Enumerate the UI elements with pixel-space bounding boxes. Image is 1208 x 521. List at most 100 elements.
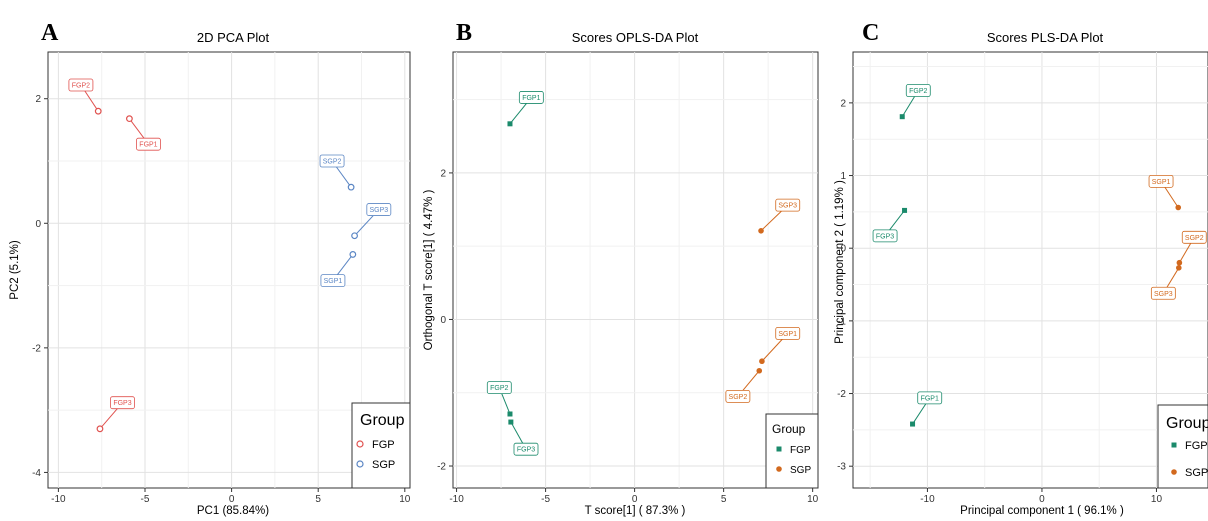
x-tick-label: 0 xyxy=(1039,494,1045,505)
legend-title: Group xyxy=(772,422,806,436)
y-tick-label: -2 xyxy=(437,462,446,473)
point-label: SGP3 xyxy=(1154,291,1173,298)
panel-b: B Scores OPLS-DA Plot T score[1] ( 87.3%… xyxy=(423,20,819,517)
point-label: FGP3 xyxy=(876,233,894,240)
point-label-box xyxy=(775,198,801,212)
plot-area: -10 -5 0 5 10 -4 -2 0 2 FGP1 FGP2 FGP3 SGP1 SGP2 SGP3 xyxy=(32,51,411,505)
x-tick-label: -5 xyxy=(141,494,150,505)
point-label-box xyxy=(486,381,512,395)
y-axis-label: Principal component 2 ( 1.19% ) xyxy=(834,180,846,344)
point-label: FGP2 xyxy=(72,83,90,90)
data-point xyxy=(759,358,765,365)
legend-marker xyxy=(776,466,782,472)
x-tick-label: 0 xyxy=(632,494,638,505)
legend: Group FGP SGP xyxy=(1157,404,1208,489)
data-point xyxy=(910,421,916,427)
chart-title: Scores PLS-DA Plot xyxy=(987,30,1104,45)
legend-box xyxy=(765,413,819,489)
point-label-box xyxy=(1181,230,1207,244)
chart-title: Scores OPLS-DA Plot xyxy=(572,30,699,45)
data-point xyxy=(902,207,908,213)
y-tick-label: 0 xyxy=(35,219,41,230)
plot-frame xyxy=(852,51,1208,489)
x-tick-label: 0 xyxy=(229,494,235,505)
legend-marker xyxy=(776,446,782,452)
legend-label: SGP xyxy=(790,465,811,476)
point-label: SGP1 xyxy=(1152,179,1171,186)
legend-marker xyxy=(356,440,364,448)
point-label: FGP3 xyxy=(517,447,535,454)
legend-label: FGP xyxy=(372,439,395,451)
legend-title: Group xyxy=(360,412,405,429)
data-point xyxy=(508,419,514,425)
point-label: SGP2 xyxy=(323,159,342,166)
x-tick-label: -5 xyxy=(541,494,550,505)
point-label: FGP2 xyxy=(490,385,508,392)
legend-marker xyxy=(1171,469,1177,475)
point-label-box xyxy=(136,137,161,151)
y-tick-label: 1 xyxy=(840,171,846,182)
y-axis-label: Orthogonal T score[1] ( 4.47% ) xyxy=(423,190,435,351)
y-tick-label: -4 xyxy=(32,468,41,479)
point-label: SGP1 xyxy=(778,331,797,338)
y-tick-label: -2 xyxy=(32,343,41,354)
legend: Group FGP SGP xyxy=(765,413,819,489)
point-label-box xyxy=(917,391,943,405)
legend: Group FGP SGP xyxy=(351,402,411,489)
x-tick-label: 10 xyxy=(1151,494,1163,505)
plot-frame xyxy=(452,51,819,489)
point-label: FGP3 xyxy=(113,400,131,407)
plot-frame xyxy=(47,51,411,489)
data-point xyxy=(351,232,358,240)
legend-marker xyxy=(1171,442,1177,448)
point-label-box xyxy=(518,91,544,104)
point-label-box xyxy=(320,274,346,287)
point-label: SGP2 xyxy=(729,394,748,401)
x-tick-label: 10 xyxy=(399,494,411,505)
data-point xyxy=(96,425,104,433)
panel-letter: A xyxy=(41,20,59,46)
data-point xyxy=(758,227,764,234)
legend-marker xyxy=(356,460,364,468)
plot-area: -10 -5 0 5 10 -2 0 2 FGP1 FGP2 FGP3 SGP1 SGP2 SGP3 xyxy=(437,51,819,505)
panel-letter: B xyxy=(456,20,472,46)
y-axis-label: PC2 (5.1%) xyxy=(9,240,21,300)
chart-title: 2D PCA Plot xyxy=(197,30,270,45)
point-label-box xyxy=(775,326,801,340)
y-tick-label: -1 xyxy=(837,316,846,327)
point-label-box xyxy=(319,154,345,168)
panel-letter: C xyxy=(862,20,879,46)
point-label-box xyxy=(1150,286,1176,300)
x-tick-label: 5 xyxy=(721,494,727,505)
panel-a: A 2D PCA Plot PC1 (85.84%) PC2 (5.1%) -1… xyxy=(9,20,411,517)
point-label: SGP3 xyxy=(778,203,797,210)
data-point xyxy=(899,114,905,120)
data-point xyxy=(1176,259,1183,266)
data-point xyxy=(1175,265,1182,271)
x-axis-label: T score[1] ( 87.3% ) xyxy=(585,505,686,517)
point-label: FGP1 xyxy=(522,95,540,102)
legend-label: SGP xyxy=(372,459,395,471)
data-point xyxy=(756,367,763,374)
x-tick-label: -10 xyxy=(51,494,66,505)
y-tick-label: 0 xyxy=(840,244,846,255)
point-label-box xyxy=(725,390,751,403)
point-label: FGP1 xyxy=(921,395,939,402)
point-label-box xyxy=(872,229,898,243)
y-tick-label: -3 xyxy=(837,462,846,473)
y-tick-label: 0 xyxy=(440,315,446,326)
legend-title: Group xyxy=(1166,415,1208,432)
point-label: SGP3 xyxy=(369,207,388,214)
y-tick-label: -2 xyxy=(837,389,846,400)
point-label: FGP2 xyxy=(909,88,927,95)
point-label-box xyxy=(905,84,931,97)
x-tick-label: 5 xyxy=(315,494,321,505)
x-axis-label: PC1 (85.84%) xyxy=(197,505,269,517)
data-point xyxy=(126,115,133,123)
data-point xyxy=(1175,204,1182,211)
y-tick-label: 2 xyxy=(35,94,41,105)
data-point xyxy=(347,183,355,191)
x-tick-label: -10 xyxy=(920,494,935,505)
